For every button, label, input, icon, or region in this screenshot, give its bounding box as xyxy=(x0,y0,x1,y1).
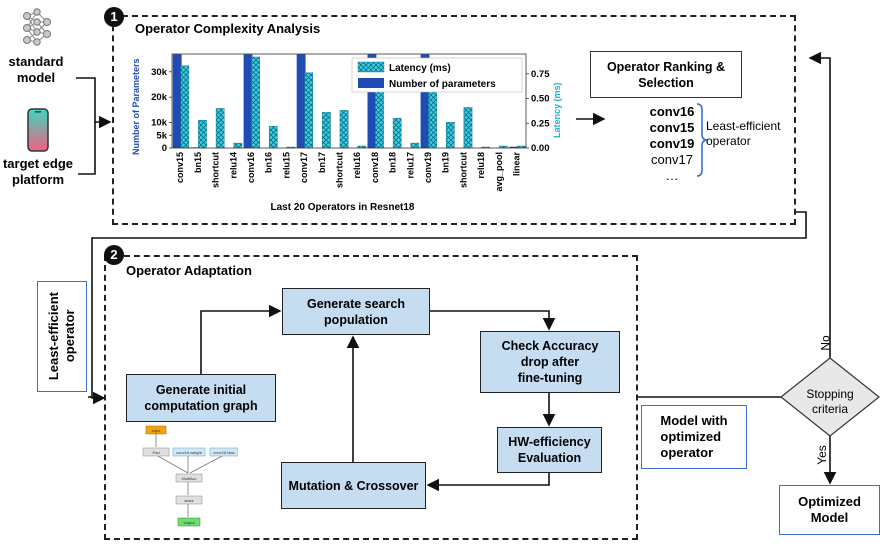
no-label: No xyxy=(818,335,833,351)
target-platform-label: target edge platform xyxy=(2,156,74,187)
stopping-criteria-diamond xyxy=(780,357,880,437)
section1-title: Operator Complexity Analysis xyxy=(135,21,321,36)
x-tick-12: bn18 xyxy=(388,152,398,173)
phone-icon xyxy=(27,108,49,152)
hw-efficiency-box: HW-efficiency Evaluation xyxy=(497,427,602,473)
x-tick-5: bn16 xyxy=(264,152,274,173)
plot-frame xyxy=(171,53,527,149)
mini-op: MultiAcc xyxy=(181,476,196,481)
step-1-badge: 1 xyxy=(104,7,124,27)
legend-params-swatch xyxy=(358,78,384,88)
generate-population-box: Generate search population xyxy=(282,288,430,335)
ranking-list: conv16 conv15 conv19 conv17 … xyxy=(643,104,701,184)
x-tick-17: relu18 xyxy=(476,152,486,179)
rank-item-2: conv15 xyxy=(649,120,695,135)
param-bar-19 xyxy=(509,146,518,148)
legend-params-label: Number of parameters xyxy=(389,79,496,90)
param-bar-0 xyxy=(172,54,182,148)
x-tick-4: conv16 xyxy=(246,152,256,183)
operator-complexity-chart: conv15 bn15 shortcut relu14 conv16 bn16 relu15… xyxy=(151,53,550,192)
x-tick-13: relu17 xyxy=(405,152,415,179)
generate-population-label: Generate search population xyxy=(307,296,405,327)
x-tick-11: conv18 xyxy=(370,152,380,183)
legend-latency-label: Latency (ms) xyxy=(389,63,451,74)
y-right-tick-0: 0.00 xyxy=(531,143,550,154)
x-tick-9: shortcut xyxy=(335,152,345,188)
mini-pad: Pad xyxy=(152,450,159,455)
rank-item-1: conv16 xyxy=(649,104,695,119)
mini-output: output xyxy=(183,520,195,525)
step-2-badge: 2 xyxy=(104,245,124,265)
standard-model-label: standard model xyxy=(8,54,64,85)
param-bar-7 xyxy=(296,54,306,148)
y-left-tick-0: 0 xyxy=(162,143,167,154)
y-right-tick-2: 0.50 xyxy=(531,94,550,105)
ranking-box: Operator Ranking & Selection xyxy=(590,51,742,98)
x-tick-8: bn17 xyxy=(317,152,327,173)
x-tick-14: conv19 xyxy=(423,152,433,183)
y-right-tick-3: 0.75 xyxy=(531,69,550,80)
x-tick-15: bn19 xyxy=(441,152,451,173)
hw-efficiency-label: HW-efficiency Evaluation xyxy=(508,435,591,465)
x-tick-1: bn15 xyxy=(193,152,203,173)
y-right-tick-1: 0.25 xyxy=(531,118,550,129)
check-accuracy-box: Check Accuracy drop after fine-tuning xyxy=(480,331,620,393)
x-tick-10: relu16 xyxy=(352,152,362,179)
least-efficient-operator-box: Least-efficient operator xyxy=(37,281,87,392)
stopping-criteria-label: Stopping criteria xyxy=(806,387,854,416)
brace-label: Least-efficient operator xyxy=(706,119,781,148)
param-bar-14 xyxy=(420,54,430,148)
y-left-tick-3: 20k xyxy=(151,92,168,103)
optimized-model-label: Optimized Model xyxy=(798,494,861,525)
model-with-optimized-operator-box: Model with optimized operator xyxy=(641,405,747,469)
x-axis-label: Last 20 Operators in Resnet18 xyxy=(270,202,415,213)
rank-item-3: conv19 xyxy=(649,136,695,151)
check-accuracy-label: Check Accuracy drop after fine-tuning xyxy=(501,339,599,385)
ranking-title: Operator Ranking & Selection xyxy=(606,59,726,90)
model-with-optimized-label: Model with optimized operator xyxy=(660,413,728,460)
y-left-tick-4: 30k xyxy=(151,67,168,78)
yes-label: Yes xyxy=(814,445,829,465)
mini-stack: stack xyxy=(184,498,193,503)
mini-input: input xyxy=(152,428,162,433)
x-tick-18: avg_pool xyxy=(494,152,504,192)
mutation-label: Mutation & Crossover xyxy=(288,478,419,493)
x-tick-2: shortcut xyxy=(211,152,221,188)
x-tick-16: shortcut xyxy=(458,152,468,188)
param-bar-11 xyxy=(367,54,377,148)
generate-initial-label: Generate initial computation graph xyxy=(144,383,258,413)
section-operator-complexity xyxy=(112,15,796,225)
neural-network-icon xyxy=(20,8,54,48)
section2-title: Operator Adaptation xyxy=(126,263,252,278)
x-tick-7: conv17 xyxy=(299,152,309,183)
x-tick-19: linear xyxy=(512,152,522,177)
rank-item-more: … xyxy=(665,168,679,183)
legend-latency-swatch xyxy=(357,61,385,73)
param-bar-4 xyxy=(243,54,253,148)
x-tick-6: relu15 xyxy=(281,152,291,179)
x-tick-0: conv15 xyxy=(175,152,185,183)
mini-bias: conv16.bias xyxy=(213,450,234,455)
x-tick-3: relu14 xyxy=(228,152,238,179)
mini-weight: conv16.weight xyxy=(176,450,202,455)
computation-graph-thumbnail: input Pad conv16.weight conv16.bias Mult… xyxy=(138,425,239,530)
y-left-tick-2: 10k xyxy=(151,118,168,129)
mutation-crossover-box: Mutation & Crossover xyxy=(281,462,426,509)
generate-initial-graph-box: Generate initial computation graph xyxy=(126,374,276,422)
optimized-model-box: Optimized Model xyxy=(779,485,880,535)
rank-item-4: conv17 xyxy=(651,152,693,167)
y-left-tick-1: 5k xyxy=(156,130,167,141)
